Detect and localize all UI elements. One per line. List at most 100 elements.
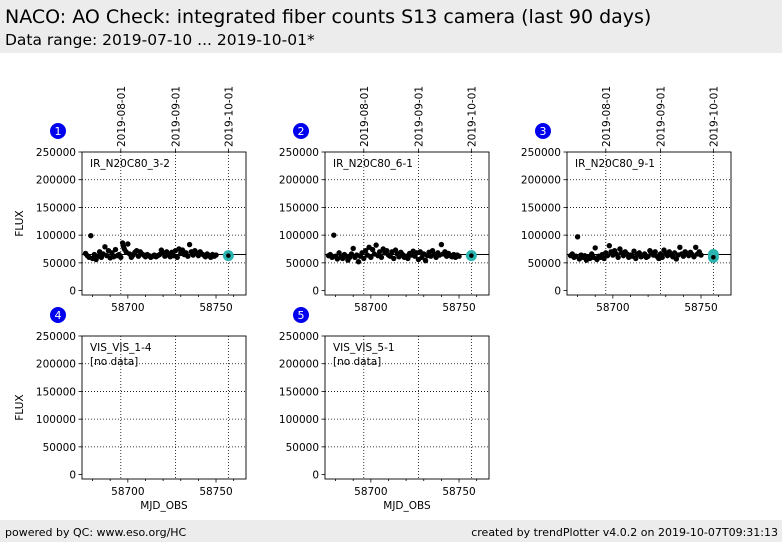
page-title: NACO: AO Check: integrated fiber counts … [5, 6, 652, 28]
data-point [606, 242, 613, 249]
data-point [112, 246, 119, 253]
y-tick-label: 200000 [279, 359, 319, 371]
data-point [102, 244, 108, 250]
date-tick-label: 2019-10-01 [466, 86, 478, 147]
y-tick-label: 150000 [36, 202, 76, 214]
y-axis-label: FLUX [14, 210, 26, 236]
data-point [185, 253, 191, 259]
data-point [592, 245, 598, 251]
panel-label: VIS_VIS_1-4 [90, 342, 152, 354]
y-tick-label: 50000 [43, 258, 76, 270]
footer-generator: created by trendPlotter v4.0.2 on 2019-1… [471, 526, 778, 539]
y-tick-label: 200000 [36, 359, 76, 371]
y-tick-label: 0 [312, 286, 319, 298]
panel-index-badge [50, 307, 66, 323]
data-point [88, 232, 94, 239]
date-tick-label: 2019-09-01 [413, 86, 425, 147]
panel-label: IR_N20C80_6-1 [333, 158, 413, 170]
y-tick-label: 200000 [521, 175, 561, 187]
data-point [438, 241, 445, 248]
y-tick-label: 250000 [36, 147, 76, 159]
y-tick-label: 250000 [521, 147, 561, 159]
data-point [336, 250, 342, 256]
date-tick-label: 2019-10-01 [708, 86, 720, 147]
x-tick-label: 58750 [199, 302, 232, 314]
panel-index-badge [535, 123, 551, 139]
date-tick-label: 2019-09-01 [170, 86, 182, 147]
footer-bar: powered by QC: www.eso.org/HC created by… [0, 520, 782, 542]
data-point [348, 251, 355, 257]
y-axis-label: FLUX [14, 394, 26, 420]
data-point [186, 241, 193, 248]
panel-5: 0 50000 100000 150000 200000 250000 58700 58750… [279, 307, 490, 512]
x-axis-label: MJD_OBS [383, 500, 431, 512]
date-tick-label: 2019-08-01 [359, 86, 371, 147]
x-tick-label: 58700 [354, 486, 387, 498]
highlight-point-center [226, 253, 231, 258]
x-axis-label: MJD_OBS [140, 500, 188, 512]
panel-1: 0 50000 100000 150000 200000 250000 2019-08-01… [14, 86, 247, 314]
data-point [391, 255, 397, 262]
x-tick-label: 58700 [111, 302, 144, 314]
y-tick-label: 250000 [36, 331, 76, 343]
data-point [369, 246, 376, 253]
data-point [631, 248, 637, 254]
y-tick-label: 0 [312, 470, 319, 482]
x-tick-label: 58750 [199, 486, 232, 498]
panel-index-badge [50, 123, 66, 139]
y-tick-label: 100000 [521, 230, 561, 242]
highlight-point-center [469, 253, 474, 258]
y-tick-label: 0 [69, 470, 76, 482]
data-point [362, 247, 369, 254]
y-tick-label: 250000 [279, 331, 319, 343]
plot-frame [324, 151, 490, 296]
x-tick-label: 58750 [684, 302, 717, 314]
data-point [213, 252, 219, 258]
data-point [422, 257, 429, 264]
x-tick-label: 58700 [596, 302, 629, 314]
data-point [405, 255, 411, 262]
date-tick-label: 2019-10-01 [223, 86, 235, 147]
data-point [652, 249, 658, 255]
panel-index-label: 3 [540, 125, 547, 138]
plot-frame [81, 335, 247, 480]
panel-3: 0 50000 100000 150000 200000 250000 2019-08-01… [521, 86, 732, 314]
date-tick-label: 2019-08-01 [116, 86, 128, 147]
panel-index-label: 1 [55, 125, 62, 138]
panel-index-label: 4 [55, 309, 62, 322]
y-tick-label: 50000 [528, 258, 561, 270]
plot-frame [324, 335, 490, 480]
panel-label: VIS_VIS_5-1 [333, 342, 395, 354]
x-tick-label: 58700 [354, 302, 387, 314]
y-tick-label: 150000 [279, 386, 319, 398]
y-tick-label: 0 [69, 286, 76, 298]
data-point [693, 244, 699, 251]
y-tick-label: 250000 [279, 147, 319, 159]
data-point [361, 255, 367, 262]
data-point [174, 254, 180, 261]
date-tick-label: 2019-08-01 [601, 86, 613, 147]
y-tick-label: 100000 [279, 230, 319, 242]
y-tick-label: 50000 [43, 442, 76, 454]
data-point [331, 232, 337, 238]
data-point [355, 259, 362, 265]
y-tick-label: 200000 [36, 175, 76, 187]
panel-2: 0 50000 100000 150000 200000 250000 2019-08-01… [279, 86, 490, 314]
panel-index-label: 2 [298, 125, 305, 138]
y-tick-label: 0 [554, 286, 561, 298]
data-point [384, 247, 390, 254]
no-data-label: [no data] [333, 356, 381, 368]
panel-index-label: 5 [298, 309, 305, 322]
panel-label: IR_N20C80_9-1 [575, 158, 655, 170]
y-tick-label: 150000 [279, 202, 319, 214]
data-point [456, 253, 462, 259]
panel-4: 0 50000 100000 150000 200000 250000 58700 58750… [14, 307, 247, 512]
y-tick-label: 100000 [36, 230, 76, 242]
x-tick-label: 58750 [442, 486, 475, 498]
data-point [368, 254, 374, 261]
data-point [125, 241, 131, 247]
y-tick-label: 50000 [286, 258, 319, 270]
footer-credit: powered by QC: www.eso.org/HC [5, 526, 187, 539]
panel-label: IR_N20C80_3-2 [90, 158, 170, 170]
